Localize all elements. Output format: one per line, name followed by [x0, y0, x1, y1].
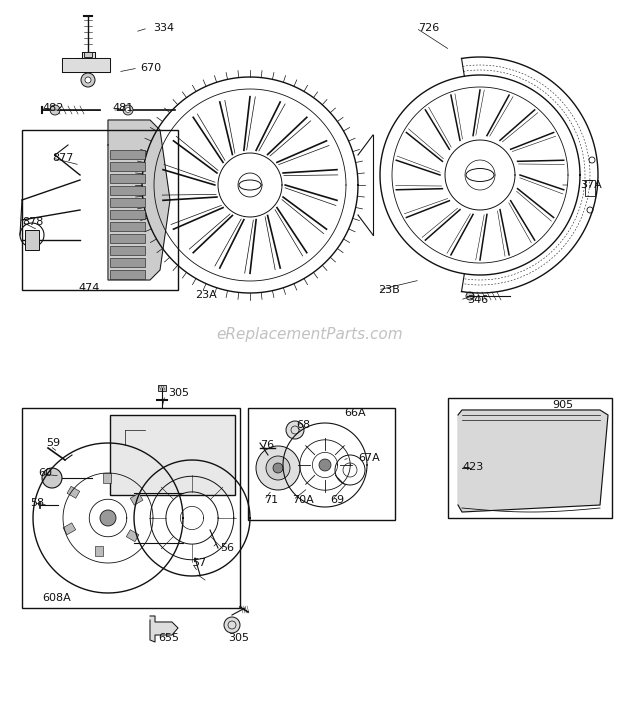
Bar — [110, 210, 145, 219]
Bar — [130, 493, 143, 505]
Polygon shape — [62, 52, 110, 72]
Bar — [110, 415, 235, 495]
Circle shape — [123, 105, 133, 115]
Bar — [158, 385, 166, 391]
Circle shape — [466, 462, 478, 474]
Bar — [110, 246, 145, 255]
Bar — [110, 186, 145, 195]
Bar — [110, 162, 145, 171]
Bar — [448, 398, 612, 518]
Text: 423: 423 — [462, 462, 483, 472]
Circle shape — [100, 510, 116, 526]
Bar — [248, 408, 395, 520]
Text: 726: 726 — [418, 23, 439, 33]
Bar — [22, 408, 240, 608]
Bar — [63, 523, 76, 535]
Bar — [110, 222, 145, 231]
Text: 23A: 23A — [195, 290, 217, 300]
Text: 70A: 70A — [292, 495, 314, 505]
Bar — [103, 472, 111, 482]
Circle shape — [273, 463, 283, 473]
Text: 56: 56 — [220, 543, 234, 553]
Text: 37A: 37A — [580, 180, 602, 190]
Circle shape — [466, 292, 474, 300]
Circle shape — [50, 105, 60, 115]
Bar — [67, 487, 80, 498]
Bar — [84, 52, 92, 57]
Text: 71: 71 — [264, 495, 278, 505]
Text: eReplacementParts.com: eReplacementParts.com — [216, 328, 404, 342]
Bar — [22, 130, 178, 290]
Bar — [110, 258, 145, 267]
Polygon shape — [150, 616, 178, 642]
Text: 59: 59 — [46, 438, 60, 448]
Bar — [585, 180, 595, 196]
Text: 68: 68 — [296, 420, 310, 430]
Circle shape — [125, 108, 130, 113]
Text: 305: 305 — [228, 633, 249, 643]
Circle shape — [224, 617, 240, 633]
Text: 482: 482 — [42, 103, 63, 113]
Text: 67A: 67A — [358, 453, 379, 463]
Bar — [95, 546, 103, 555]
Polygon shape — [108, 120, 170, 280]
Text: 878: 878 — [22, 217, 43, 227]
Circle shape — [42, 468, 62, 488]
Bar — [110, 234, 145, 243]
Circle shape — [319, 459, 331, 471]
Bar — [110, 150, 145, 159]
Bar — [110, 174, 145, 183]
Text: 474: 474 — [78, 283, 99, 293]
Text: 670: 670 — [140, 63, 161, 73]
Bar — [110, 198, 145, 207]
Text: 66A: 66A — [344, 408, 366, 418]
Circle shape — [266, 456, 290, 480]
Text: 76: 76 — [260, 440, 274, 450]
Polygon shape — [458, 410, 608, 512]
Text: 57: 57 — [192, 558, 206, 568]
Bar — [25, 230, 39, 250]
Text: 69: 69 — [330, 495, 344, 505]
Text: 481: 481 — [112, 103, 133, 113]
Text: 346: 346 — [467, 295, 488, 305]
Circle shape — [85, 77, 91, 83]
Bar — [110, 270, 145, 279]
Text: 655: 655 — [158, 633, 179, 643]
Text: 334: 334 — [153, 23, 174, 33]
Text: 905: 905 — [552, 400, 573, 410]
Circle shape — [256, 446, 300, 490]
Text: 23B: 23B — [378, 285, 400, 295]
Text: 608A: 608A — [42, 593, 71, 603]
Circle shape — [286, 421, 304, 439]
Text: 58: 58 — [30, 498, 44, 508]
Text: 305: 305 — [168, 388, 189, 398]
Text: 877: 877 — [52, 153, 73, 163]
Circle shape — [81, 73, 95, 87]
Bar — [126, 530, 139, 542]
Text: 60: 60 — [38, 468, 52, 478]
